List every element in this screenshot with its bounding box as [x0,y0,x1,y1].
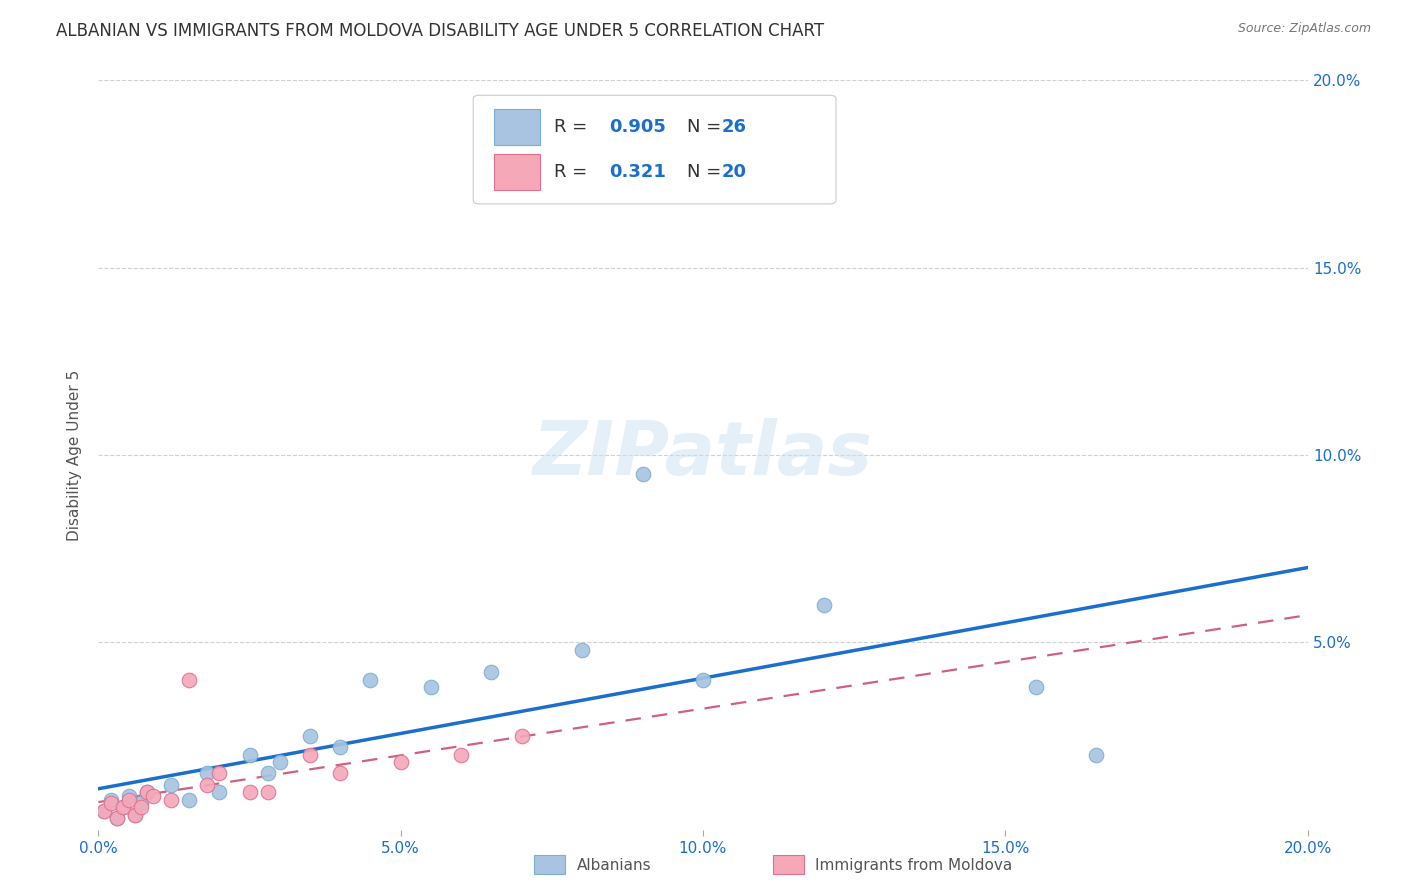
Point [100,797,122,811]
Point [142,789,165,803]
Point [329,740,352,755]
Text: 26: 26 [721,119,747,136]
Bar [494,110,540,145]
Point [389,755,412,769]
Point [420,680,443,694]
Point [129,800,152,814]
Point [179,673,201,687]
Point [239,785,262,799]
Point [160,792,183,806]
Point [450,747,472,762]
Text: Source: ZipAtlas.com: Source: ZipAtlas.com [1237,22,1371,36]
Point [93,804,115,818]
Point [239,747,262,762]
Point [510,729,533,743]
Point [124,807,146,822]
Point [129,797,152,811]
Text: R =: R = [554,119,588,136]
Point [111,800,134,814]
Text: ALBANIAN VS IMMIGRANTS FROM MOLDOVA DISABILITY AGE UNDER 5 CORRELATION CHART: ALBANIAN VS IMMIGRANTS FROM MOLDOVA DISA… [56,22,824,40]
Point [124,807,146,822]
Text: 0.321: 0.321 [609,163,665,181]
Point [299,729,322,743]
Point [118,789,141,803]
FancyBboxPatch shape [474,95,837,204]
Point [195,766,218,780]
Point [111,800,134,814]
Point [813,598,835,612]
Text: N =: N = [688,119,721,136]
Point [105,811,128,825]
Point [481,665,503,680]
Text: Albanians: Albanians [576,858,651,872]
Point [105,811,128,825]
Point [1085,747,1108,762]
Point [360,673,382,687]
Point [118,792,141,806]
Point [208,785,231,799]
Point [299,747,322,762]
Point [208,766,231,780]
Text: R =: R = [554,163,588,181]
Text: ZIPatlas: ZIPatlas [533,418,873,491]
Point [571,642,593,657]
Point [256,785,278,799]
Point [179,792,201,806]
Point [135,785,157,799]
Text: 20: 20 [721,163,747,181]
Point [93,804,115,818]
Point [1024,680,1046,694]
Point [631,467,654,481]
Text: N =: N = [688,163,721,181]
Point [692,673,714,687]
Point [329,766,352,780]
Text: Immigrants from Moldova: Immigrants from Moldova [815,858,1012,872]
Point [269,755,291,769]
Y-axis label: Disability Age Under 5: Disability Age Under 5 [67,369,83,541]
Bar [494,153,540,190]
Point [100,792,122,806]
Point [195,778,218,792]
Point [160,778,183,792]
Text: 0.905: 0.905 [609,119,665,136]
Point [135,785,157,799]
Point [256,766,278,780]
